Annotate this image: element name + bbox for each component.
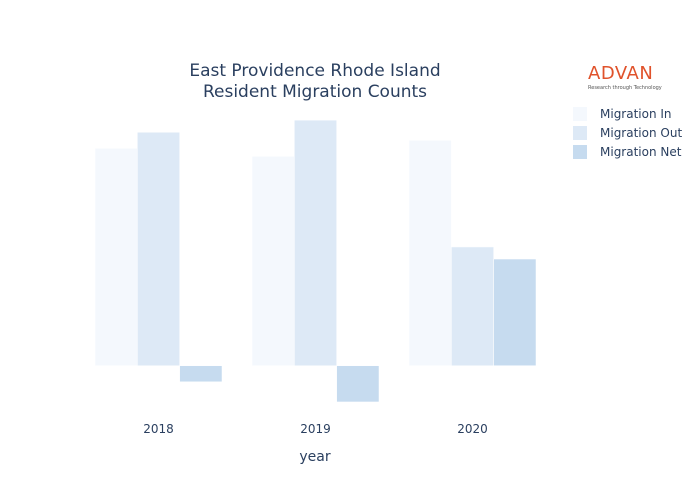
x-axis-title: year: [299, 449, 330, 465]
bar-migration-in-2020: [408, 140, 452, 366]
chart-title-line-1: East Providence Rhode Island: [189, 61, 440, 81]
legend-label-migration-net[interactable]: Migration Net: [600, 145, 682, 159]
x-tick-label-2019: 2019: [300, 422, 331, 436]
bar-migration-in-2018: [94, 148, 138, 366]
bar-migration-out-2020: [451, 246, 494, 366]
bar-migration-net-2018: [179, 365, 223, 383]
legend-swatch-migration-in: [573, 107, 587, 121]
legend-swatch-migration-net: [573, 145, 587, 159]
logo-tagline: Research through Technology: [588, 85, 662, 91]
legend: Migration In Migration Out Migration Net: [573, 107, 682, 159]
bar-group: [94, 119, 537, 403]
advan-logo: ADVAN Research through Technology: [588, 64, 684, 96]
logo-wordmark: ADVAN: [588, 63, 654, 84]
bar-migration-net-2020: [493, 258, 537, 366]
bar-migration-net-2019: [336, 365, 380, 403]
bar-migration-in-2019: [251, 156, 295, 366]
legend-swatch-migration-out: [573, 126, 587, 140]
bar-migration-out-2018: [137, 131, 180, 366]
x-tick-labels: 2018 2019 2020: [143, 422, 488, 436]
chart-title-line-2: Resident Migration Counts: [203, 82, 427, 102]
bar-migration-out-2019: [294, 119, 337, 366]
legend-label-migration-out[interactable]: Migration Out: [600, 126, 682, 140]
x-tick-label-2020: 2020: [457, 422, 488, 436]
legend-label-migration-in[interactable]: Migration In: [600, 107, 672, 121]
x-tick-label-2018: 2018: [143, 422, 174, 436]
